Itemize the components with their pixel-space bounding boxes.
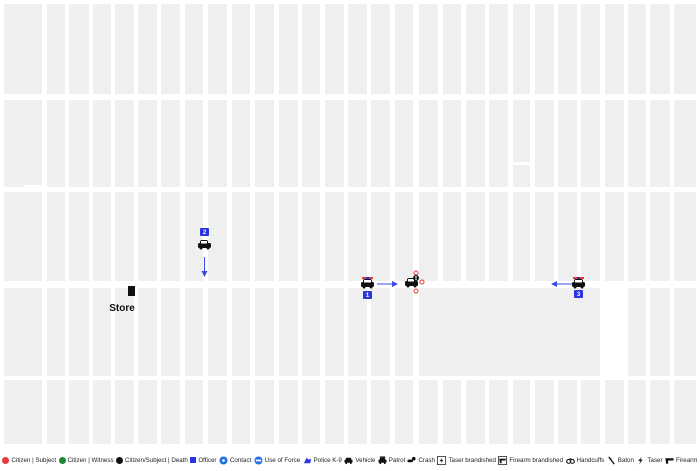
legend-label: Crash bbox=[418, 456, 435, 464]
arrow-head-icon bbox=[551, 281, 557, 287]
legend-item-firearm-brandished: Firearm brandished bbox=[498, 455, 564, 465]
legend-item-crash: Crash bbox=[407, 456, 435, 465]
legend-label: Firearm bbox=[676, 456, 698, 464]
legend-label: Taser brandished bbox=[448, 456, 496, 464]
legend-item-citizen-death: Citizen/Subject | Death bbox=[116, 456, 188, 464]
officer-badge-number: 2 bbox=[203, 230, 207, 236]
legend-item-k9: Police K-9 bbox=[303, 456, 342, 465]
legend-label: Firearm brandished bbox=[509, 456, 564, 464]
legend-item-firearm: Firearm bbox=[665, 456, 697, 465]
store-marker-icon[interactable] bbox=[128, 286, 135, 296]
patrol-unit-3[interactable]: 3 bbox=[551, 277, 585, 298]
legend-label: Handcuffs bbox=[576, 456, 605, 464]
patrol-unit-2[interactable]: 2 bbox=[198, 228, 211, 277]
green-dot-icon bbox=[58, 456, 66, 464]
legend-item-use-of-force: Use of Force bbox=[254, 455, 301, 465]
legend-item-handcuffs: Handcuffs bbox=[565, 456, 605, 465]
arrow-head-icon bbox=[392, 281, 398, 287]
baton-icon bbox=[608, 456, 615, 464]
legend-item-taser-brandished: Taser brandished bbox=[437, 455, 496, 465]
store-label: Store bbox=[109, 303, 135, 314]
patrol-car-icon bbox=[198, 240, 211, 250]
legend-label: Contact bbox=[229, 456, 252, 464]
crash-icon bbox=[407, 456, 416, 462]
officer-badge-3 bbox=[574, 290, 583, 298]
k9-icon bbox=[303, 457, 311, 463]
officer-badge-2 bbox=[200, 228, 209, 236]
legend-item-taser: Taser bbox=[636, 455, 663, 465]
legend-label: Police K-9 bbox=[313, 456, 342, 464]
legend-label: Vehicle bbox=[355, 456, 376, 464]
legend-label: Use of Force bbox=[264, 456, 301, 464]
legend-item-vehicle: Vehicle bbox=[344, 456, 375, 465]
black-dot-icon bbox=[116, 456, 124, 464]
firearm-brandished-icon bbox=[498, 455, 508, 465]
officer-badge-number: 1 bbox=[366, 293, 370, 299]
firearm-icon bbox=[665, 457, 674, 464]
legend-label: Citizen | Subject bbox=[11, 456, 57, 464]
officer-badge-number: 3 bbox=[577, 292, 581, 298]
vehicle-icon bbox=[344, 457, 353, 464]
patrol-icon bbox=[378, 455, 387, 464]
map-legend: Citizen | Subject Citizen | Witness Citi… bbox=[0, 449, 700, 471]
legend-item-officer: Officer bbox=[190, 457, 216, 464]
patrol-car-icon bbox=[361, 277, 374, 289]
legend-item-contact: Contact bbox=[219, 455, 252, 465]
legend-label: Citizen/Subject | Death bbox=[125, 456, 188, 464]
patrol-car-icon bbox=[572, 277, 585, 289]
city-blocks bbox=[4, 4, 696, 444]
taser-brandished-icon bbox=[437, 455, 447, 465]
incident-map[interactable]: Store 2 1 bbox=[0, 0, 700, 449]
legend-item-citizen-subject: Citizen | Subject bbox=[2, 456, 57, 464]
taser-icon bbox=[638, 455, 644, 465]
legend-item-baton: Baton bbox=[607, 456, 634, 465]
use-of-force-icon bbox=[254, 455, 263, 465]
handcuffs-icon bbox=[565, 457, 575, 464]
legend-item-patrol: Patrol bbox=[378, 455, 405, 465]
legend-label: Citizen | Witness bbox=[67, 456, 114, 464]
red-dot-icon bbox=[2, 456, 10, 464]
crash-site-icon[interactable] bbox=[405, 270, 425, 294]
legend-label: Patrol bbox=[388, 456, 405, 464]
contact-icon bbox=[219, 455, 228, 465]
officer-badge-1 bbox=[363, 291, 372, 299]
patrol-unit-1[interactable]: 1 bbox=[361, 277, 398, 299]
arrow-head-icon bbox=[201, 271, 208, 277]
legend-label: Taser bbox=[647, 456, 663, 464]
legend-label: Baton bbox=[617, 456, 634, 464]
legend-label: Officer bbox=[198, 456, 217, 464]
blue-square-icon bbox=[190, 457, 197, 463]
legend-item-citizen-witness: Citizen | Witness bbox=[58, 456, 114, 464]
